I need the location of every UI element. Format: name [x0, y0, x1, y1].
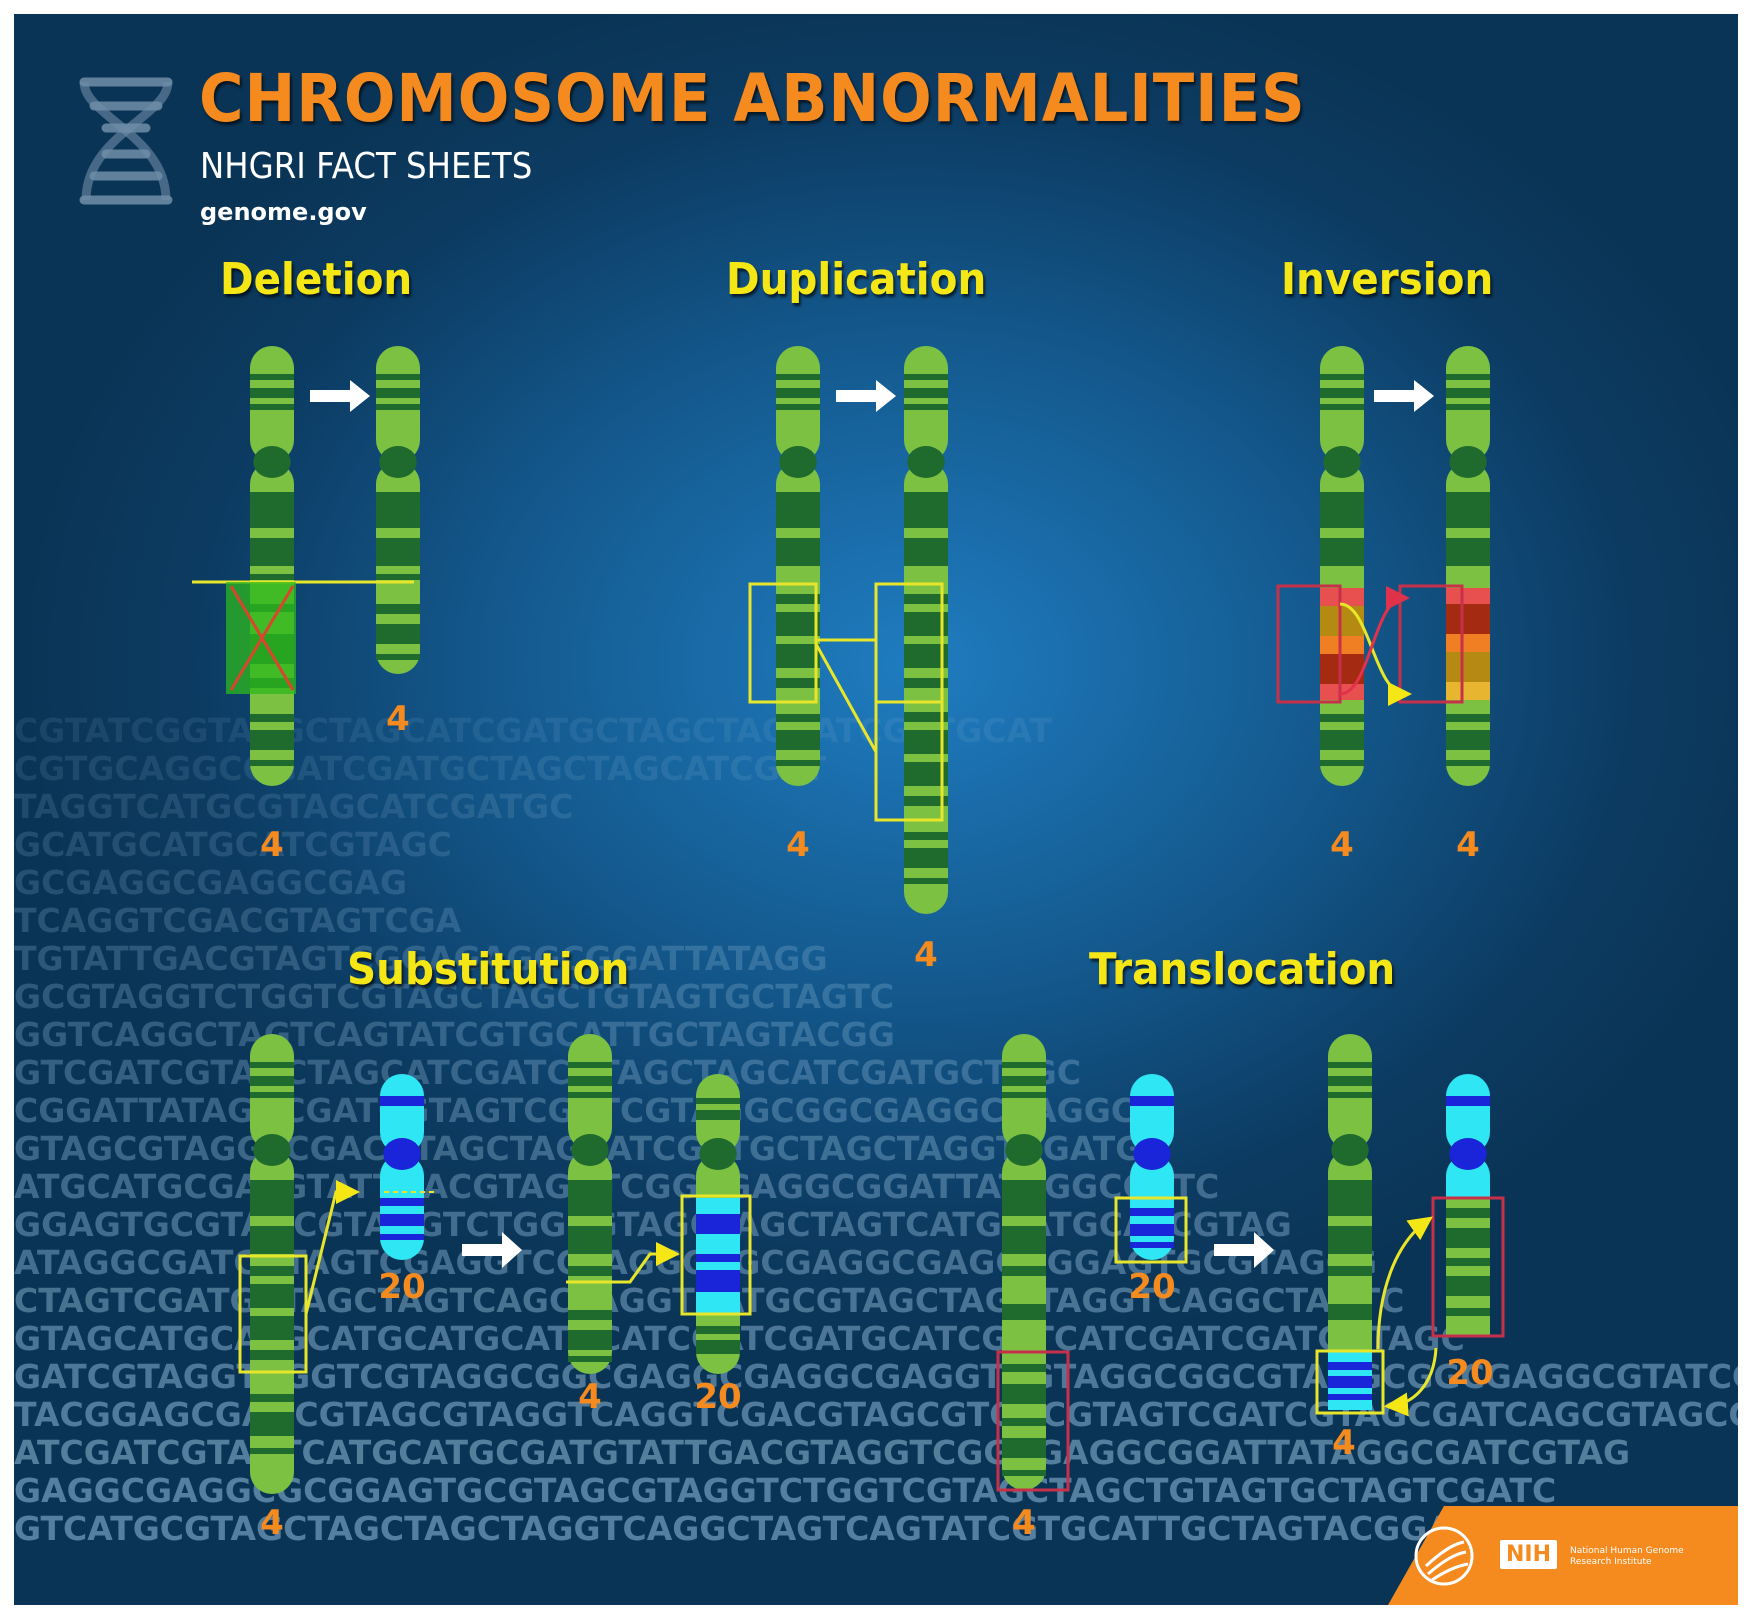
chromosome-20-original: [380, 1074, 424, 1260]
dna-sequence-line: GGTCAGGCTAGTCAGTATCGTGCATTGCTAGTACGG: [14, 1015, 895, 1054]
chromosome-number-label: 20: [1446, 1353, 1493, 1393]
chromosome-number-label: 20: [694, 1377, 741, 1417]
arrow-right-icon: [1214, 1232, 1274, 1268]
chromosome-number-label: 4: [1332, 1423, 1356, 1463]
hhs-eagle-icon: [1414, 1526, 1474, 1586]
chromosome-20-translocated: [1446, 1074, 1490, 1336]
chromosome-20-result: [696, 1074, 740, 1374]
dna-sequence-line: GTCATGCGTAGCTAGCTAGCTAGGTCAGGCTAGTCAGTAT…: [14, 1509, 1480, 1548]
chromosome-number-label: 4: [386, 699, 410, 739]
translocation-arrow-up: [1376, 1216, 1433, 1350]
chromosome-4-original: [1002, 1034, 1046, 1490]
dna-sequence-line: TCAGGTCGACGTAGTCGA: [14, 901, 462, 940]
chromosome-number-label: 4: [1330, 825, 1354, 865]
dna-sequence-line: GCGAGGCGAGGCGAG: [14, 863, 408, 902]
chromosome-4-translocated: [1328, 1034, 1372, 1410]
dna-sequence-line: GTCGATCGTAGCTAGCATCGATCGTAGCTAGCATCGATGC…: [14, 1053, 1082, 1092]
chromosome-number-label: 4: [1012, 1503, 1036, 1543]
nih-logo: NIH: [1500, 1540, 1558, 1569]
dna-sequence-line: GCGTAGGTCTGGTCGTAGCTAGCTGTAGTGCTAGTC: [14, 977, 895, 1016]
chromosome-4-result: [568, 1034, 612, 1374]
dna-ladder-icon: [79, 77, 173, 205]
duplication-title: Duplication: [726, 254, 987, 305]
substitution-result-box: [680, 1194, 752, 1316]
chromosome-20-original: [1130, 1074, 1174, 1260]
translocation-title: Translocation: [1089, 944, 1396, 995]
dna-sequence-line: CGTATCGGTACGCTAGCATCGATGCTAGCTAGCATCGATG…: [14, 711, 1053, 750]
chromosome-4-inverted: [1446, 346, 1490, 786]
dna-sequence-line: GGAGTGCGTAGCGTAGGTCTGGCGTAGCTAGCTAGTCATG…: [14, 1205, 1292, 1244]
poster: CGTATCGGTACGCTAGCATCGATGCTAGCTAGCATCGATG…: [14, 14, 1738, 1605]
dna-sequence-line: GATCGTAGGTCGGTCGTAGGCGGCGAGGCGAGGCGAGGTC…: [14, 1357, 1738, 1396]
footer-band: [1388, 1506, 1738, 1605]
substitution-insert-arrow: [566, 1242, 680, 1284]
translocation-chr4-segment-box: [996, 1350, 1070, 1492]
chromosome-number-label: 4: [260, 825, 284, 865]
arrow-right-icon: [836, 380, 896, 412]
translocation-arrow-down: [1384, 1347, 1438, 1417]
arrow-right-icon: [310, 380, 370, 412]
dna-sequence-line: GCATGCATGCATCGTAGC: [14, 825, 452, 864]
arrow-right-icon: [1374, 380, 1434, 412]
chromosome-number-label: 20: [1128, 1267, 1175, 1307]
chromosome-number-label: 4: [1456, 825, 1480, 865]
page-subtitle: NHGRI FACT SHEETS: [200, 146, 533, 187]
chromosome-4-original: [1320, 346, 1364, 786]
chromosome-4-original: [776, 346, 820, 786]
dna-sequence-line: TAGGTCATGCGTAGCATCGATGC: [14, 787, 574, 826]
translocation-result-chr4-box: [1315, 1349, 1385, 1415]
page-title: CHROMOSOME ABNORMALITIES: [199, 60, 1306, 137]
chromosome-number-label: 20: [378, 1267, 425, 1307]
chromosome-4-deleted: [376, 346, 420, 674]
dna-sequence-line: CGTGCAGGCGGATCGATGCTAGCTAGCATCGAT: [14, 749, 827, 788]
website-label: genome.gov: [200, 198, 367, 226]
chromosome-4-original: [250, 1034, 294, 1494]
inversion-result-box: [1398, 584, 1464, 704]
chromosome-number-label: 4: [578, 1377, 602, 1417]
substitution-arrow: [304, 1180, 360, 1315]
duplication-copy-box: [874, 700, 944, 822]
chromosome-number-label: 4: [914, 935, 938, 975]
abnormalities-diagram: 4 4 4 4 4 4 20 4 20 4 4 20 20 4: [192, 346, 1738, 1605]
substitution-title: Substitution: [347, 944, 630, 995]
chromosome-number-label: 4: [260, 1503, 284, 1543]
translocation-result-chr20-box: [1431, 1196, 1505, 1338]
white-arrows: [310, 380, 1434, 1268]
translocation-chr20-segment-box: [1114, 1196, 1188, 1264]
duplication-source-box: [748, 582, 818, 704]
dna-sequence-line: TACGGAGCGAGCGTAGCGTAGGTCAGGTCGACGTAGCGTG…: [14, 1395, 1738, 1434]
arrow-right-icon: [462, 1232, 522, 1268]
duplication-link-line: [814, 643, 878, 753]
inversion-arrow-red: [1339, 586, 1410, 696]
chromosome-4-original: [250, 346, 294, 786]
deletion-title: Deletion: [220, 254, 413, 305]
inversion-source-box: [1276, 584, 1342, 704]
overlay-layer: [192, 580, 1505, 1492]
chromosome-layer: [250, 346, 1490, 1494]
deletion-x-mark: [229, 585, 295, 691]
institute-name: National Human Genome Research Institute: [1570, 1546, 1684, 1567]
inversion-title: Inversion: [1281, 254, 1494, 305]
chromosome-4-duplicated: [904, 346, 948, 914]
dna-sequence-line: TGTATTGACGTAGTCGGAGAGGCGGATTATAGG: [14, 939, 828, 978]
chromosome-number-label: 4: [786, 825, 810, 865]
